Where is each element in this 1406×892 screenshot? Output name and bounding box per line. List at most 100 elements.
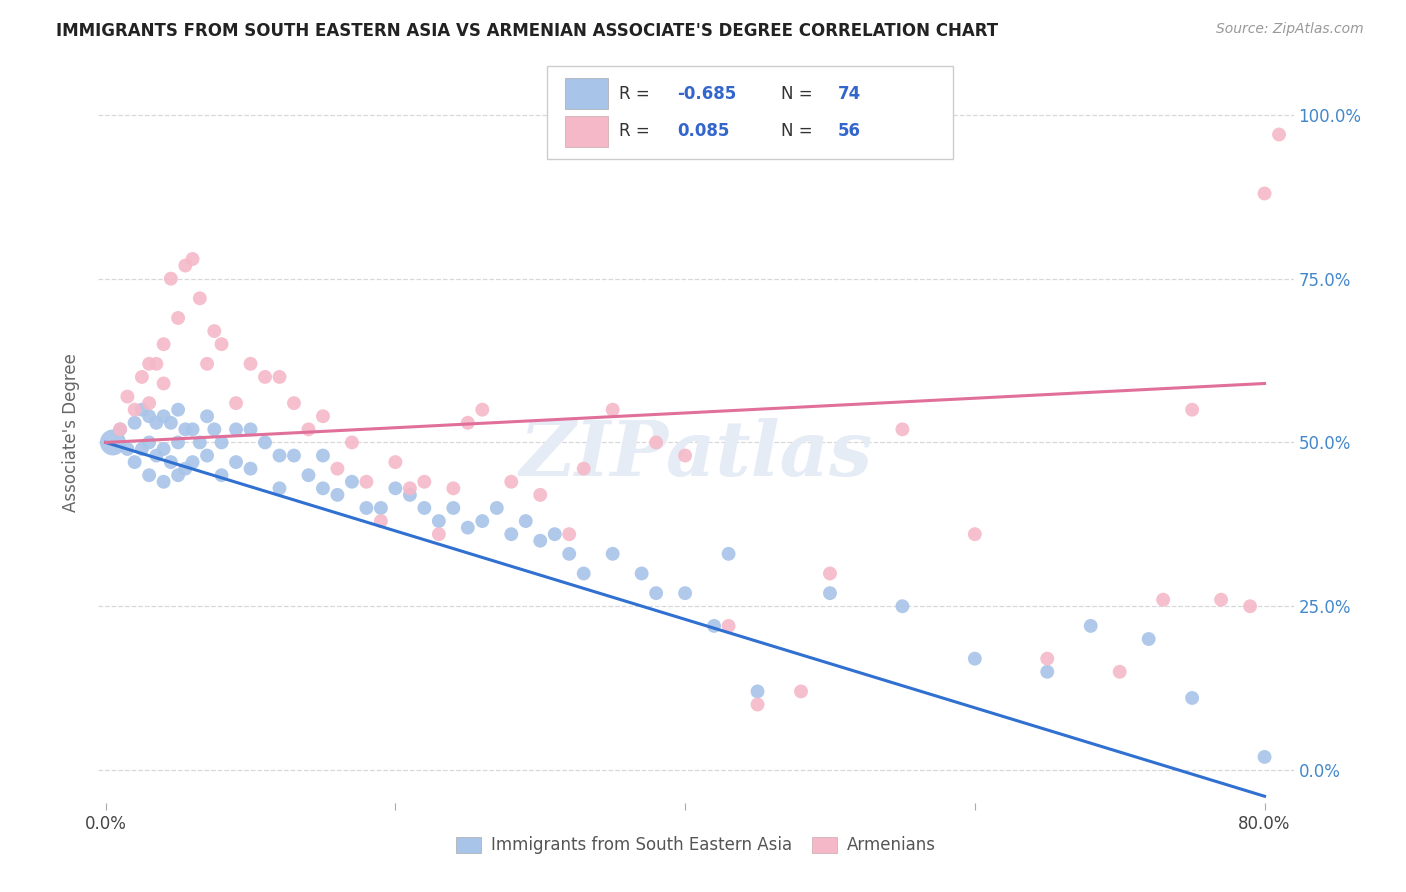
Point: [138, 357, 160, 371]
Point: [138, 468, 160, 483]
Point: [457, 416, 479, 430]
Point: [174, 461, 197, 475]
Point: [673, 586, 696, 600]
Point: [963, 651, 986, 665]
Point: [138, 435, 160, 450]
Point: [131, 442, 153, 456]
Point: [963, 527, 986, 541]
Point: [427, 514, 450, 528]
Point: [239, 461, 262, 475]
Text: 56: 56: [838, 122, 862, 140]
Point: [471, 402, 494, 417]
Point: [427, 527, 450, 541]
Point: [1080, 619, 1102, 633]
Point: [1108, 665, 1130, 679]
Point: [239, 422, 262, 436]
Point: [891, 599, 914, 614]
Point: [124, 416, 146, 430]
Point: [645, 586, 668, 600]
Point: [269, 449, 291, 463]
Point: [152, 442, 174, 456]
Point: [441, 500, 464, 515]
Text: 74: 74: [838, 85, 862, 103]
Text: Source: ZipAtlas.com: Source: ZipAtlas.com: [1216, 22, 1364, 37]
Point: [167, 435, 190, 450]
Point: [457, 521, 479, 535]
Point: [572, 566, 595, 581]
Point: [1036, 651, 1059, 665]
Point: [174, 422, 197, 436]
Point: [108, 422, 131, 436]
Point: [356, 500, 378, 515]
Text: N =: N =: [780, 122, 818, 140]
Point: [485, 500, 508, 515]
Point: [399, 481, 422, 495]
Point: [501, 527, 523, 541]
Point: [211, 337, 233, 351]
Point: [413, 500, 436, 515]
Point: [356, 475, 378, 489]
Point: [253, 370, 276, 384]
Point: [818, 566, 841, 581]
FancyBboxPatch shape: [565, 78, 607, 109]
Point: [145, 357, 167, 371]
Point: [152, 337, 174, 351]
Y-axis label: Associate's Degree: Associate's Degree: [62, 353, 80, 512]
Point: [124, 402, 146, 417]
Point: [195, 409, 218, 424]
Point: [131, 370, 153, 384]
Point: [202, 422, 225, 436]
Point: [167, 468, 190, 483]
Point: [145, 416, 167, 430]
Point: [160, 271, 183, 285]
Point: [413, 475, 436, 489]
FancyBboxPatch shape: [565, 116, 607, 146]
Point: [340, 435, 363, 450]
Point: [1181, 690, 1204, 705]
Point: [312, 449, 335, 463]
Point: [1181, 402, 1204, 417]
Point: [326, 461, 349, 475]
Point: [399, 488, 422, 502]
Point: [790, 684, 813, 698]
Text: ZIPatlas: ZIPatlas: [519, 417, 873, 491]
Point: [370, 514, 392, 528]
Point: [891, 422, 914, 436]
Point: [312, 481, 335, 495]
FancyBboxPatch shape: [547, 66, 953, 159]
Point: [630, 566, 652, 581]
Point: [181, 422, 204, 436]
Point: [167, 402, 190, 417]
Point: [152, 376, 174, 391]
Point: [558, 527, 581, 541]
Point: [717, 547, 740, 561]
Text: 0.085: 0.085: [676, 122, 730, 140]
Point: [471, 514, 494, 528]
Point: [384, 455, 406, 469]
Point: [1268, 128, 1291, 142]
Point: [283, 396, 305, 410]
Point: [645, 435, 668, 450]
Text: R =: R =: [620, 85, 655, 103]
Point: [225, 422, 247, 436]
Point: [1253, 186, 1275, 201]
Point: [225, 396, 247, 410]
Point: [225, 455, 247, 469]
Point: [529, 533, 551, 548]
Point: [167, 310, 190, 325]
Point: [370, 500, 392, 515]
Text: -0.685: -0.685: [676, 85, 737, 103]
Point: [211, 468, 233, 483]
Point: [181, 455, 204, 469]
Text: N =: N =: [780, 85, 818, 103]
Point: [515, 514, 537, 528]
Point: [138, 396, 160, 410]
Point: [602, 402, 624, 417]
Point: [602, 547, 624, 561]
Text: IMMIGRANTS FROM SOUTH EASTERN ASIA VS ARMENIAN ASSOCIATE'S DEGREE CORRELATION CH: IMMIGRANTS FROM SOUTH EASTERN ASIA VS AR…: [56, 22, 998, 40]
Point: [195, 357, 218, 371]
Point: [152, 409, 174, 424]
Point: [673, 449, 696, 463]
Point: [117, 442, 139, 456]
Point: [297, 422, 319, 436]
